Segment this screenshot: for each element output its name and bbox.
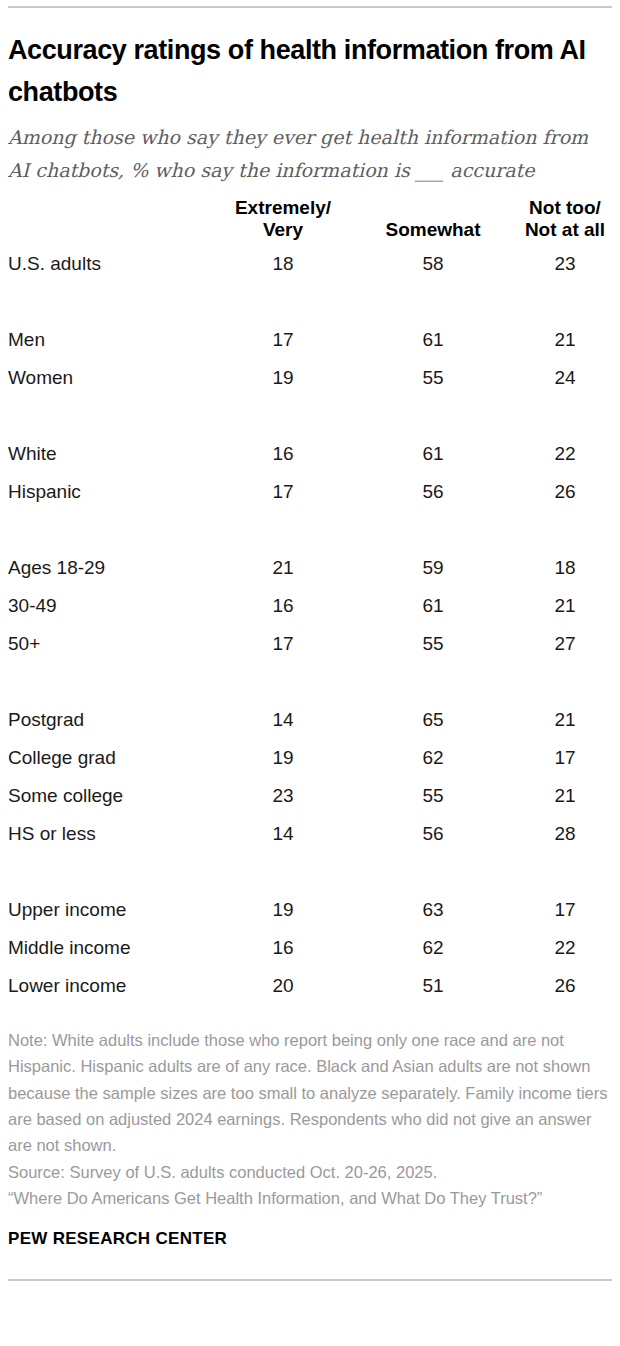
footnote-block: Note: White adults include those who rep… [8,1027,612,1212]
row-value: 21 [518,329,612,351]
group-separator [8,397,612,435]
row-value: 26 [518,481,612,503]
report-title-text: “Where Do Americans Get Health Informati… [8,1185,612,1211]
table-row: Some college235521 [8,777,612,815]
table-row: Postgrad146521 [8,701,612,739]
table-row: U.S. adults185823 [8,245,612,283]
row-value: 65 [348,709,518,731]
table-row: Middle income166222 [8,929,612,967]
group-separator [8,663,612,701]
row-value: 24 [518,367,612,389]
table-row: 30-49166121 [8,587,612,625]
row-value: 16 [218,937,348,959]
source-text: Source: Survey of U.S. adults conducted … [8,1159,612,1185]
row-value: 19 [218,747,348,769]
row-value: 16 [218,443,348,465]
row-value: 56 [348,823,518,845]
table-row: White166122 [8,435,612,473]
data-table: Extremely/ Very Somewhat Not too/ Not at… [8,197,612,1005]
table-row: HS or less145628 [8,815,612,853]
row-value: 55 [348,785,518,807]
row-label: HS or less [8,823,218,845]
row-value: 23 [518,253,612,275]
table-row: 50+175527 [8,625,612,663]
row-value: 27 [518,633,612,655]
row-value: 22 [518,937,612,959]
table-row: Ages 18-29215918 [8,549,612,587]
pew-research-center-wordmark: PEW RESEARCH CENTER [8,1229,612,1249]
row-value: 28 [518,823,612,845]
row-value: 62 [348,937,518,959]
column-header-somewhat: Somewhat [348,219,518,241]
row-value: 17 [218,633,348,655]
row-value: 14 [218,709,348,731]
row-label: Hispanic [8,481,218,503]
row-value: 26 [518,975,612,997]
row-value: 19 [218,367,348,389]
row-value: 17 [518,899,612,921]
row-value: 17 [218,481,348,503]
row-value: 59 [348,557,518,579]
row-value: 16 [218,595,348,617]
row-value: 14 [218,823,348,845]
row-value: 55 [348,633,518,655]
group-separator [8,511,612,549]
table-row: Men176121 [8,321,612,359]
row-label: Upper income [8,899,218,921]
row-value: 21 [518,709,612,731]
row-value: 21 [518,785,612,807]
group-separator [8,853,612,891]
table-row: Women195524 [8,359,612,397]
table-row: College grad196217 [8,739,612,777]
row-value: 61 [348,595,518,617]
top-rule [8,6,612,8]
row-value: 51 [348,975,518,997]
table-row: Upper income196317 [8,891,612,929]
note-text: Note: White adults include those who rep… [8,1027,612,1159]
row-label: Middle income [8,937,218,959]
chart-subtitle: Among those who say they ever get health… [8,121,612,188]
row-value: 21 [218,557,348,579]
row-label: U.S. adults [8,253,218,275]
row-value: 20 [218,975,348,997]
row-value: 62 [348,747,518,769]
row-value: 21 [518,595,612,617]
row-value: 58 [348,253,518,275]
row-value: 17 [518,747,612,769]
row-label: White [8,443,218,465]
table-row: Hispanic175626 [8,473,612,511]
row-label: Ages 18-29 [8,557,218,579]
row-label: Postgrad [8,709,218,731]
row-value: 56 [348,481,518,503]
table-row: Lower income205126 [8,967,612,1005]
row-label: 30-49 [8,595,218,617]
row-label: Lower income [8,975,218,997]
chart-title: Accuracy ratings of health information f… [8,30,612,114]
row-value: 61 [348,443,518,465]
group-separator [8,283,612,321]
row-value: 55 [348,367,518,389]
row-label: 50+ [8,633,218,655]
row-label: Women [8,367,218,389]
row-value: 18 [518,557,612,579]
table-header-row: Extremely/ Very Somewhat Not too/ Not at… [8,197,612,241]
row-value: 61 [348,329,518,351]
row-value: 18 [218,253,348,275]
row-label: Some college [8,785,218,807]
bottom-rule [8,1279,612,1281]
row-value: 22 [518,443,612,465]
table-body: U.S. adults185823Men176121Women195524Whi… [8,245,612,1005]
row-value: 19 [218,899,348,921]
column-header-not-too-not-at-all: Not too/ Not at all [518,197,612,241]
row-value: 63 [348,899,518,921]
row-label: Men [8,329,218,351]
row-label: College grad [8,747,218,769]
row-value: 23 [218,785,348,807]
column-header-extremely-very: Extremely/ Very [218,197,348,241]
infographic: Accuracy ratings of health information f… [0,6,620,1281]
row-value: 17 [218,329,348,351]
